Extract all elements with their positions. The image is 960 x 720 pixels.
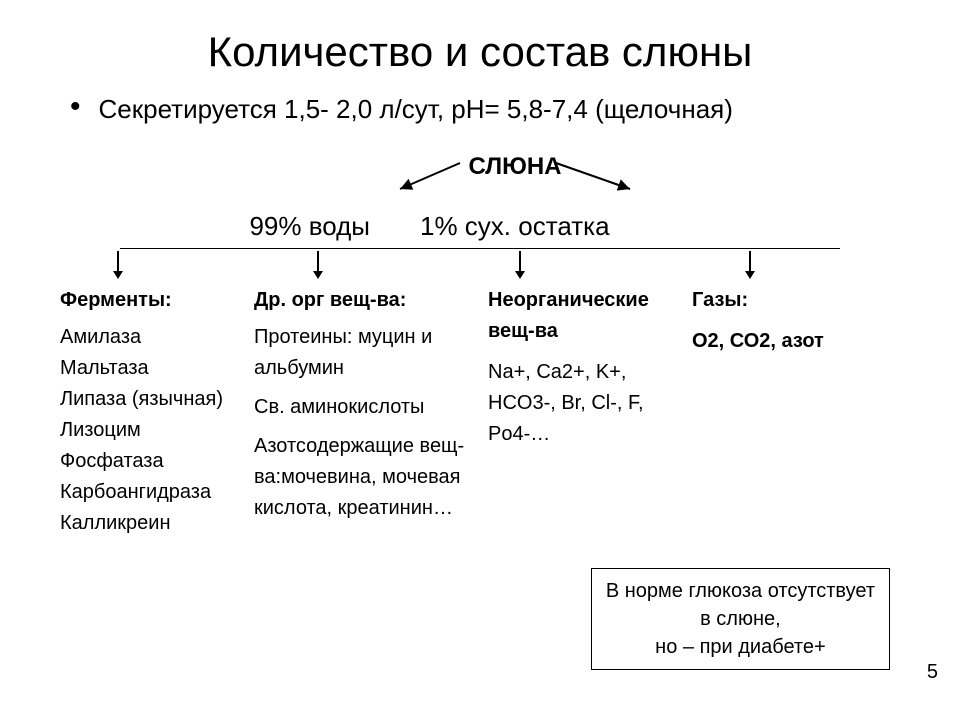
inorganic-column: Неорганические вещ-ва Na+, Ca2+, K+, HCO… <box>488 285 678 539</box>
organic-item: Св. аминокислоты <box>254 392 474 423</box>
arrow-left-icon <box>390 159 470 199</box>
enzyme-item: Лизоцим <box>60 415 240 446</box>
enzyme-item: Мальтаза <box>60 353 240 384</box>
enzymes-column: Ферменты: Амилаза Мальтаза Липаза (язычн… <box>60 285 240 539</box>
down-arrow-2-icon <box>308 249 328 283</box>
organic-column: Др. орг вещ-ва: Протеины: муцин и альбум… <box>254 285 474 539</box>
enzyme-item: Фосфатаза <box>60 446 240 477</box>
gases-column: Газы: О2, СО2, азот <box>692 285 832 539</box>
down-arrows-row <box>60 249 900 283</box>
organic-head: Др. орг вещ-ва: <box>254 285 474 316</box>
dry-percent: 1% сух. остатка <box>400 211 700 242</box>
enzyme-item: Карбоангидраза <box>60 477 240 508</box>
enzyme-item: Калликреин <box>60 508 240 539</box>
glucose-note: В норме глюкоза отсутствует в слюне, но … <box>591 568 890 670</box>
inorganic-head: Неорганические вещ-ва <box>488 285 678 347</box>
root-label: СЛЮНА <box>130 153 900 181</box>
down-arrow-4-icon <box>740 249 760 283</box>
note-line: в слюне, <box>606 605 875 633</box>
arrow-right-icon <box>550 159 650 199</box>
gases-head: Газы: <box>692 285 832 316</box>
organic-item: Протеины: муцин и альбумин <box>254 322 474 384</box>
inorganic-body: Na+, Ca2+, K+, HCO3-, Br, Cl-, F, Po4-… <box>488 357 678 450</box>
note-line: В норме глюкоза отсутствует <box>606 577 875 605</box>
enzyme-item: Липаза (язычная) <box>60 384 240 415</box>
page-number: 5 <box>927 661 938 684</box>
enzymes-head: Ферменты: <box>60 285 240 316</box>
secretion-bullet: • Секретируется 1,5- 2,0 л/сут, pH= 5,8-… <box>70 94 900 125</box>
down-arrow-3-icon <box>510 249 530 283</box>
organic-item: Азотсодержащие вещ-ва:мочевина, мочевая … <box>254 431 474 524</box>
water-percent: 99% воды <box>60 211 400 242</box>
secretion-text: Секретируется 1,5- 2,0 л/сут, pH= 5,8-7,… <box>99 94 733 125</box>
note-line: но – при диабете+ <box>606 633 875 661</box>
columns-container: Ферменты: Амилаза Мальтаза Липаза (язычн… <box>60 285 900 539</box>
enzyme-item: Амилаза <box>60 322 240 353</box>
page-title: Количество и состав слюны <box>60 28 900 76</box>
down-arrow-1-icon <box>108 249 128 283</box>
bullet-dot-icon: • <box>70 94 81 120</box>
composition-split: 99% воды 1% сух. остатка <box>60 211 900 242</box>
gases-body: О2, СО2, азот <box>692 326 832 357</box>
